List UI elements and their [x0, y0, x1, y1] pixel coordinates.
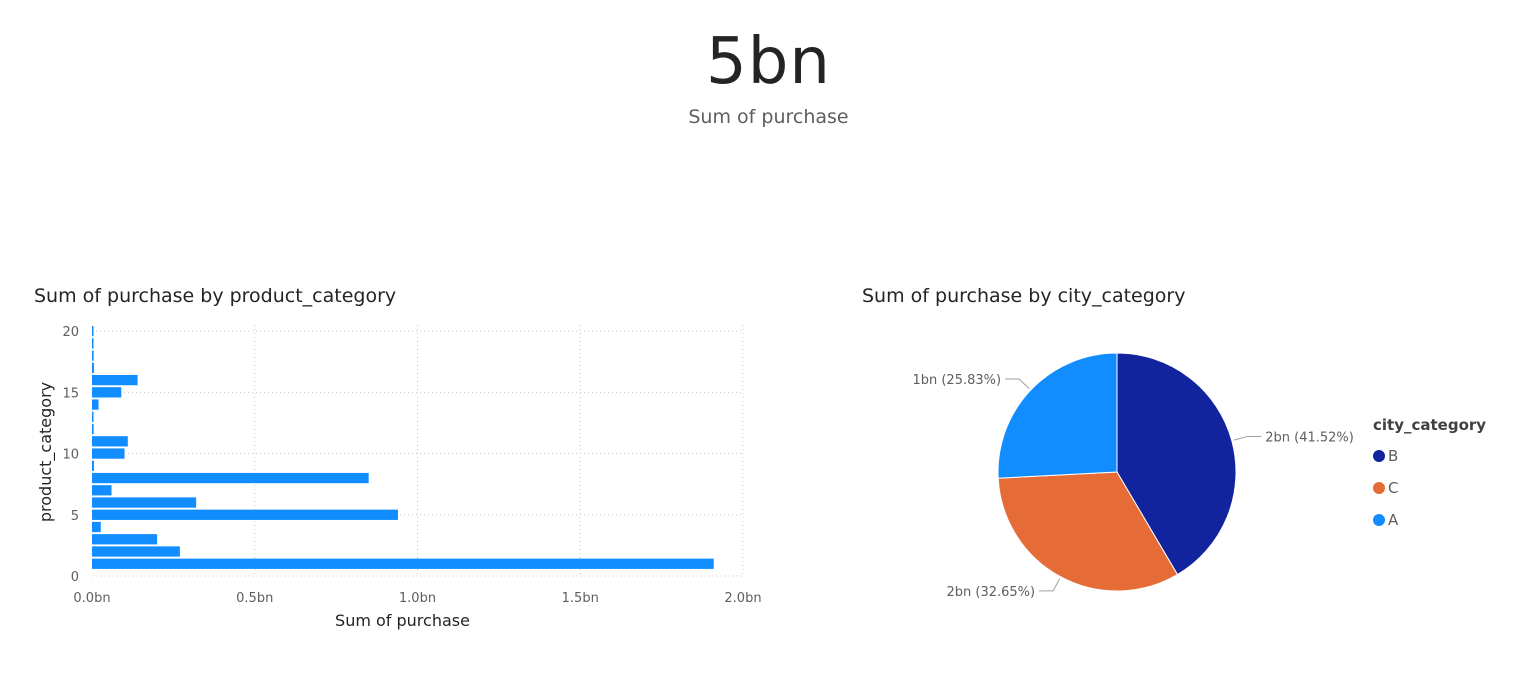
- pie-legend: city_category B C A: [1373, 416, 1486, 536]
- bar-category-10[interactable]: [92, 448, 125, 459]
- y-axis-title: product_category: [36, 382, 56, 522]
- bar-category-16[interactable]: [92, 374, 138, 386]
- legend-label-b: B: [1388, 447, 1399, 465]
- bar-category-2[interactable]: [92, 546, 180, 557]
- bar-category-4[interactable]: [92, 521, 101, 533]
- pie-slice-c[interactable]: [997, 471, 1179, 592]
- data-label-a: 1bn (25.83%): [912, 373, 1001, 388]
- legend-marker-b: [1373, 450, 1385, 462]
- data-label-c: 2bn (32.65%): [947, 585, 1036, 600]
- legend-item-c[interactable]: C: [1373, 472, 1486, 504]
- bar-category-18[interactable]: [92, 350, 94, 361]
- x-tick-label: 0.0bn: [73, 591, 110, 606]
- pie-slice-a[interactable]: [997, 352, 1118, 479]
- leader-line: [1005, 378, 1030, 390]
- kpi-label: Sum of purchase: [688, 106, 849, 128]
- bar-category-7[interactable]: [92, 485, 112, 496]
- legend-title: city_category: [1373, 416, 1487, 434]
- bar-category-20[interactable]: [92, 325, 94, 337]
- y-tick-label: 15: [62, 386, 79, 401]
- legend-item-a[interactable]: A: [1373, 504, 1486, 536]
- bar-chart-title: Sum of purchase by product_category: [34, 285, 397, 307]
- bar-category-6[interactable]: [92, 497, 197, 508]
- bar-category-15[interactable]: [92, 387, 122, 398]
- bar-category-5[interactable]: [92, 509, 398, 520]
- y-tick-label: 0: [71, 570, 79, 585]
- bar-category-9[interactable]: [92, 460, 94, 471]
- kpi-value: 5bn: [706, 25, 831, 99]
- legend-marker-c: [1373, 482, 1385, 494]
- bar-category-1[interactable]: [92, 558, 714, 569]
- y-tick-label: 10: [62, 448, 79, 463]
- bar-chart[interactable]: 0.0bn 0.5bn 1.0bn 1.5bn 2.0bn 0 5 10 15 20 Sum of …: [0, 0, 800, 679]
- x-tick-label: 0.5bn: [236, 591, 273, 606]
- leader-line: [1039, 578, 1061, 592]
- legend-marker-a: [1373, 514, 1385, 526]
- legend-label-a: A: [1388, 511, 1399, 529]
- bar-category-8[interactable]: [92, 472, 369, 484]
- pie-chart-title: Sum of purchase by city_category: [862, 285, 1186, 307]
- data-label-b: 2bn (41.52%): [1265, 430, 1354, 445]
- legend-item-b[interactable]: B: [1373, 440, 1486, 472]
- bar-category-14[interactable]: [92, 399, 99, 410]
- pie-slice-b[interactable]: [1116, 352, 1237, 576]
- y-tick-label: 20: [62, 325, 79, 340]
- bar-category-12[interactable]: [92, 423, 94, 435]
- y-tick-label: 5: [71, 509, 79, 524]
- bar-category-13[interactable]: [92, 411, 94, 422]
- bar-category-11[interactable]: [92, 436, 128, 447]
- x-tick-label: 1.5bn: [562, 591, 599, 606]
- x-tick-label: 1.0bn: [399, 591, 436, 606]
- x-axis-title: Sum of purchase: [335, 611, 470, 630]
- kpi-card[interactable]: 5bn Sum of purchase: [0, 20, 1537, 128]
- bar-category-19[interactable]: [92, 338, 94, 349]
- leader-line: [1233, 435, 1262, 441]
- legend-label-c: C: [1388, 479, 1399, 497]
- x-tick-label: 2.0bn: [724, 591, 761, 606]
- bar-category-3[interactable]: [92, 534, 158, 545]
- bar-category-17[interactable]: [92, 362, 94, 373]
